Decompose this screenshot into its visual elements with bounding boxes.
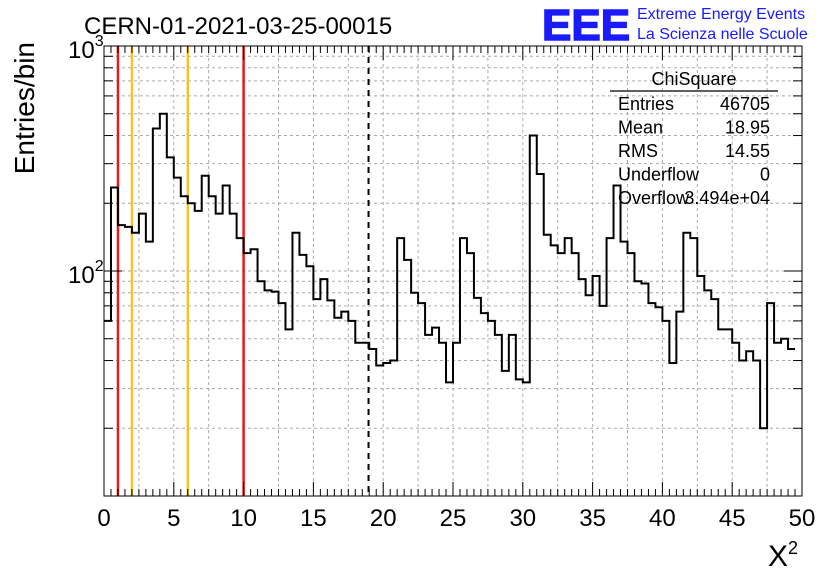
- stats-box-title: ChiSquare: [651, 69, 736, 89]
- eee-logo-mark: EEE: [542, 1, 630, 50]
- chart-title: CERN-01-2021-03-25-00015: [84, 13, 392, 40]
- axes: 0 5 10 15 20 25 30 35 40 45 50 102 103: [68, 33, 815, 532]
- stats-value: 18.95: [725, 118, 770, 138]
- reference-lines: [116, 46, 370, 496]
- x-tick-label: 25: [440, 505, 467, 532]
- x-tick-label: 35: [579, 505, 606, 532]
- histogram-outline: [104, 112, 796, 430]
- stats-label: Entries: [618, 94, 674, 114]
- x-tick-label: 50: [789, 505, 816, 532]
- x-tick-label: 30: [509, 505, 536, 532]
- stats-box: ChiSquare Entries 46705 Mean 18.95 RMS 14.55 U…: [610, 69, 778, 208]
- logo-line-1: Extreme Energy Events: [637, 6, 805, 23]
- stats-value: 46705: [720, 94, 770, 114]
- x-tick-label: 45: [719, 505, 746, 532]
- stats-label: Underflow: [618, 165, 700, 185]
- x-axis-label-superscript: 2: [788, 538, 798, 558]
- x-tick-label: 10: [230, 505, 257, 532]
- y-axis-label: Entries/bin: [9, 42, 40, 174]
- eee-logo: EEE Extreme Energy Events La Scienza nel…: [541, 0, 808, 51]
- x-tick-label: 0: [97, 505, 110, 532]
- x-axis-label: X2: [768, 538, 798, 572]
- x-tick-label: 5: [167, 505, 180, 532]
- y-tick-label: 102: [68, 258, 104, 289]
- stats-label: Mean: [618, 118, 663, 138]
- y-tick-label: 103: [68, 33, 104, 64]
- stats-value: 0: [760, 165, 770, 185]
- x-tick-label: 20: [370, 505, 397, 532]
- stats-value: 14.55: [725, 141, 770, 161]
- logo-line-2: La Scienza nelle Scuole: [637, 26, 808, 43]
- x-axis-label-base: X: [768, 540, 788, 572]
- stats-label: Overflow: [618, 188, 690, 208]
- x-tick-label: 15: [300, 505, 327, 532]
- x-tick-label: 40: [649, 505, 676, 532]
- stats-value: 3.494e+04: [684, 188, 770, 208]
- stats-label: RMS: [618, 141, 658, 161]
